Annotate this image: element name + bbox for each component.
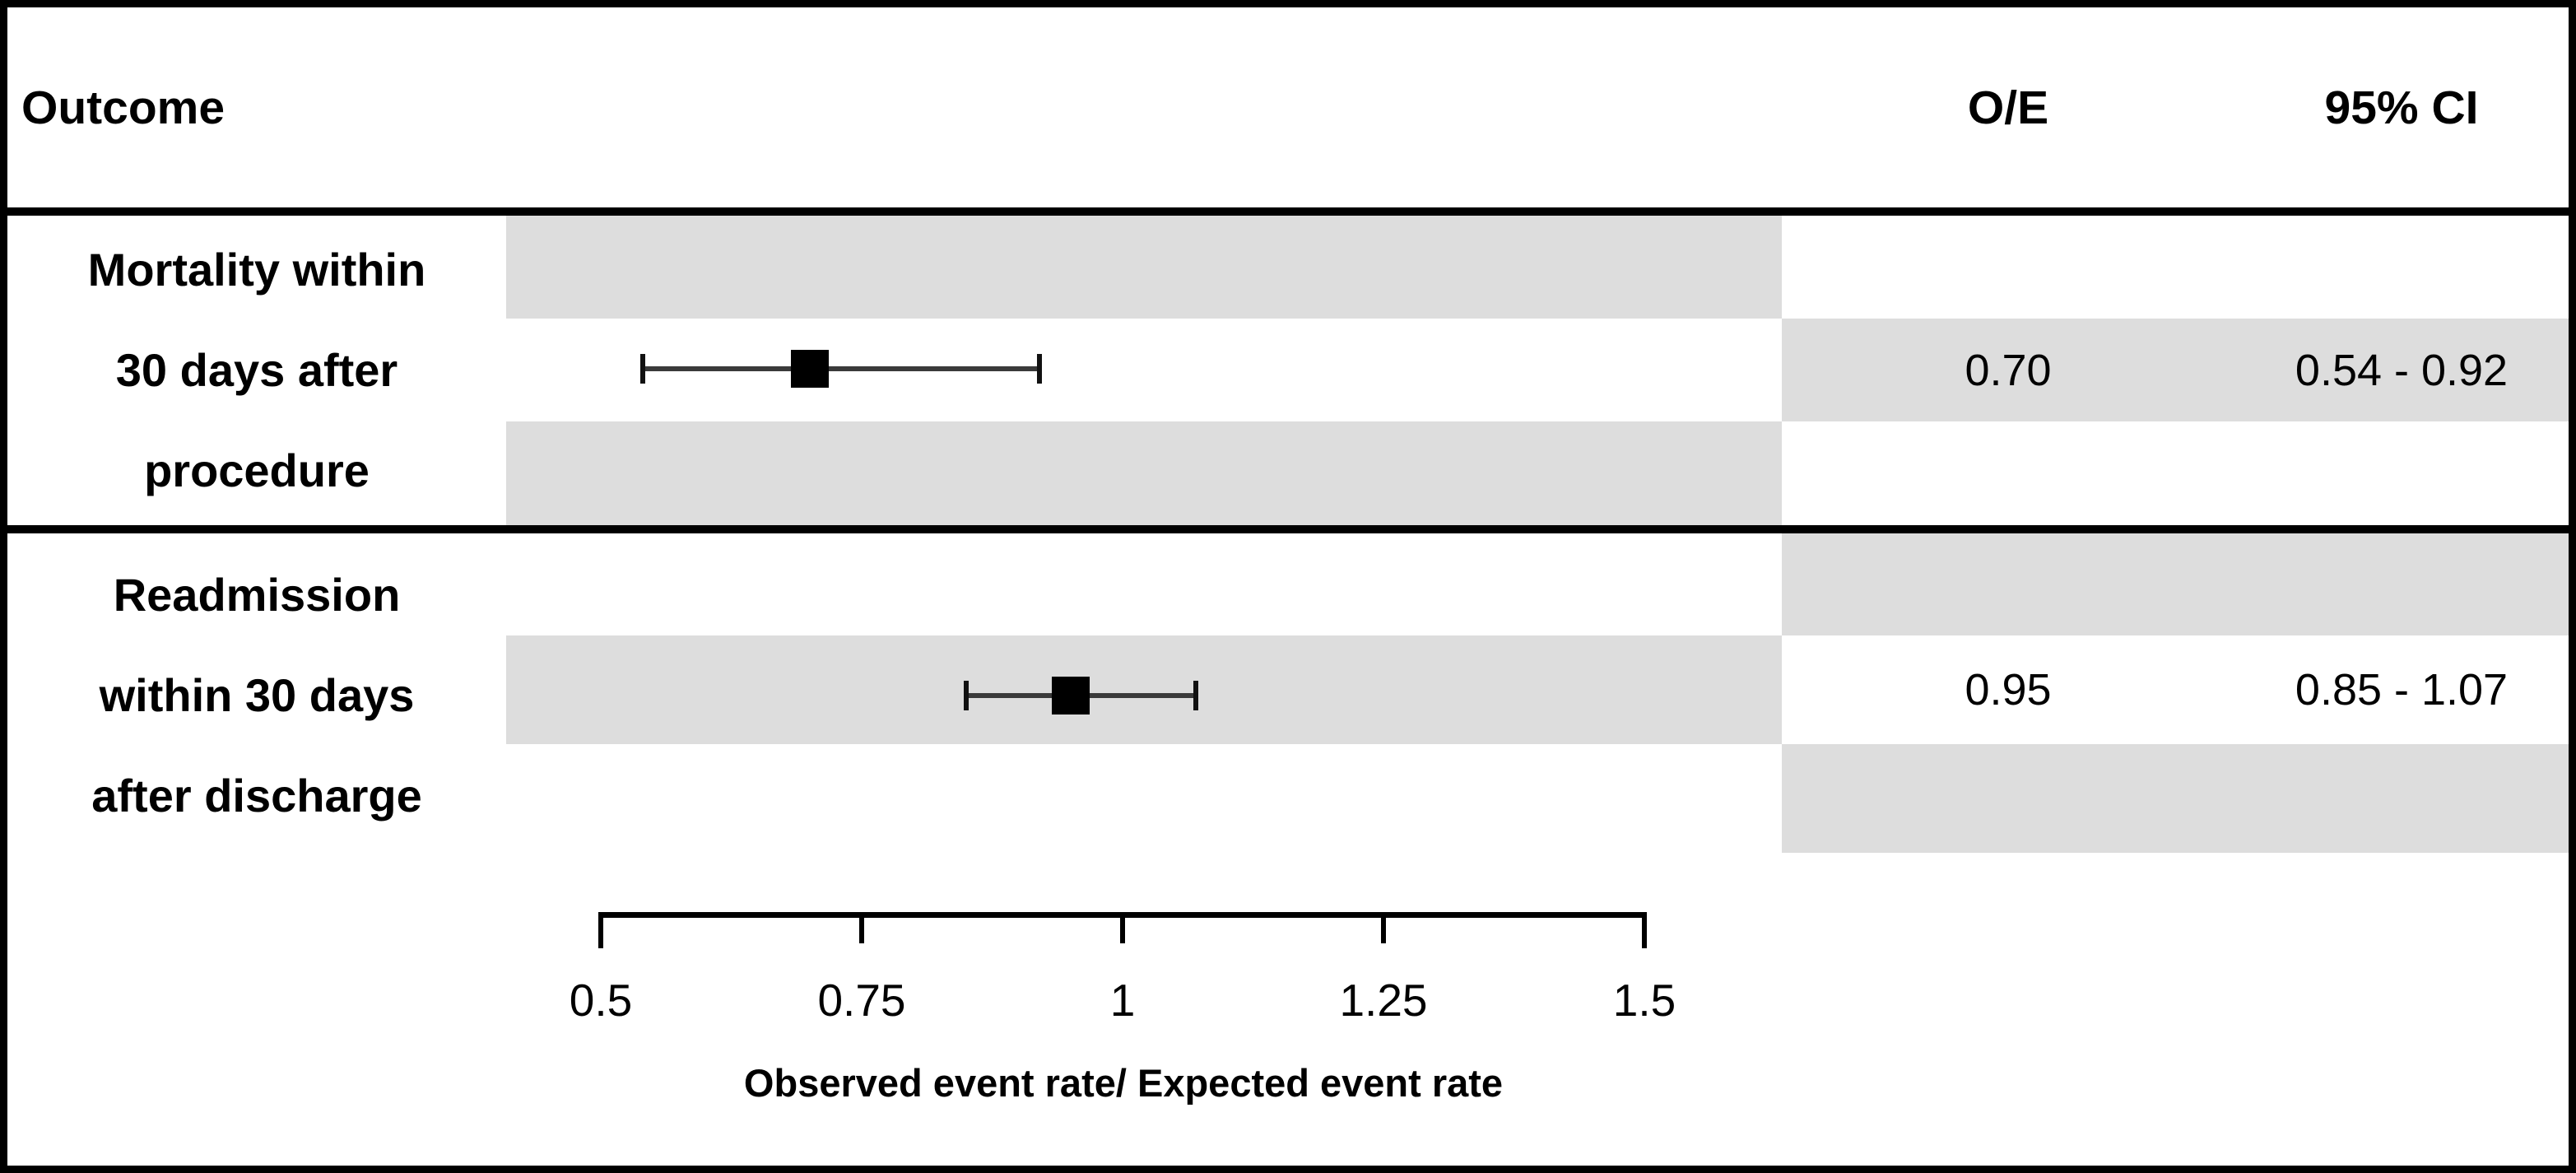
- axis-tick: [1642, 912, 1647, 948]
- column-header-oe: O/E: [1967, 81, 2049, 134]
- header-divider-line: [0, 207, 2576, 216]
- row1-plot-shading-bottom: [506, 421, 1782, 525]
- axis-tick-label: 0.75: [817, 975, 906, 1026]
- row-label-line: Readmission: [113, 569, 401, 621]
- row-label-line: procedure: [144, 445, 370, 496]
- row-label-line: after discharge: [91, 770, 422, 822]
- column-header-outcome: Outcome: [21, 81, 226, 134]
- column-header-ci: 95% CI: [2324, 81, 2479, 134]
- row1-values-shading: [1782, 319, 2569, 421]
- axis-tick-label: 1: [1109, 975, 1136, 1026]
- row1-plot-shading-top: [506, 216, 1782, 319]
- point-estimate-marker: [791, 350, 829, 388]
- ci-value-readmission: 0.85 - 1.07: [2295, 665, 2509, 715]
- row-label-line: 30 days after: [115, 344, 398, 396]
- ci-cap-high: [1037, 354, 1042, 384]
- row-label-line: Mortality within: [87, 244, 426, 296]
- ci-cap-low: [964, 681, 969, 710]
- oe-value-mortality: 0.70: [1965, 345, 2052, 395]
- row-label-readmission: Readmission within 30 days after dischar…: [7, 535, 506, 856]
- axis-tick: [598, 912, 603, 948]
- axis-tick-label: 1.25: [1339, 975, 1428, 1026]
- axis-tick-label: 0.5: [569, 975, 633, 1026]
- row-label-line: within 30 days: [99, 669, 415, 721]
- row2-plot-shading: [506, 635, 1782, 744]
- point-estimate-marker: [1052, 677, 1090, 715]
- oe-value-readmission: 0.95: [1965, 665, 2052, 715]
- row-label-mortality: Mortality within 30 days after procedure: [7, 216, 506, 525]
- ci-cap-low: [640, 354, 645, 384]
- axis-tick-label: 1.5: [1612, 975, 1676, 1026]
- x-axis-title: Observed event rate/ Expected event rate: [743, 1061, 1504, 1105]
- row2-values-shading-top: [1782, 533, 2569, 635]
- axis-tick: [1381, 912, 1386, 943]
- ci-whisker-line: [643, 366, 1039, 371]
- axis-tick: [1120, 912, 1125, 943]
- ci-value-mortality: 0.54 - 0.92: [2295, 345, 2509, 395]
- axis-tick: [859, 912, 864, 943]
- ci-cap-high: [1193, 681, 1198, 710]
- row2-values-shading-bottom: [1782, 744, 2569, 853]
- row-divider-line: [0, 525, 2576, 533]
